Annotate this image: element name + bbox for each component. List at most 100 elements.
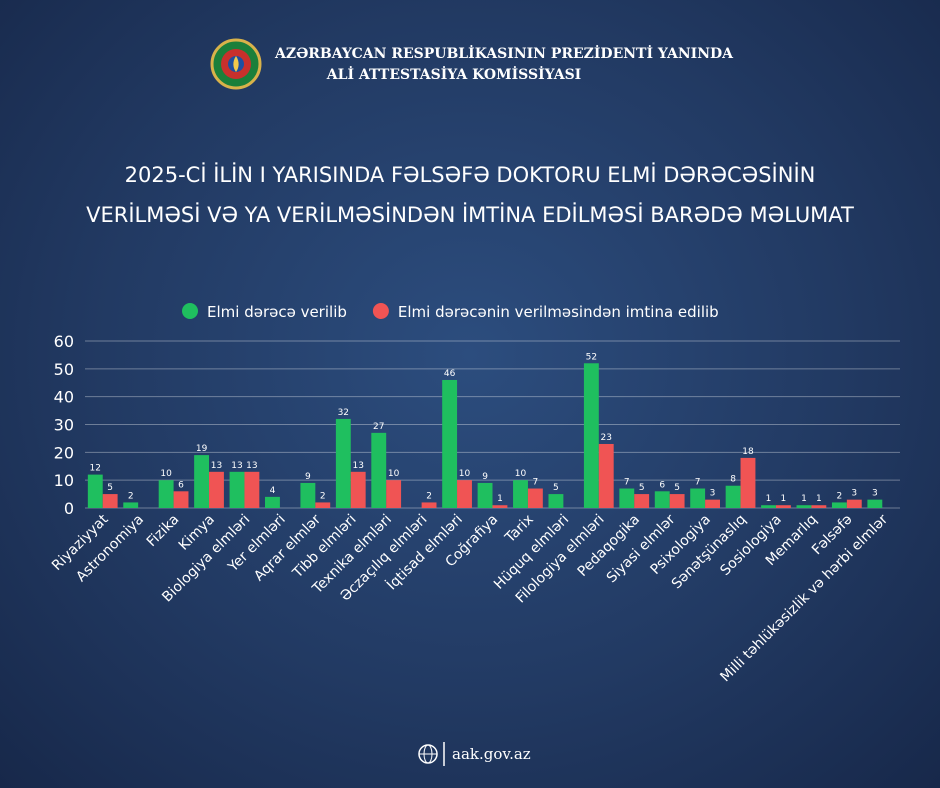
- value-label: 1: [781, 494, 787, 504]
- value-label: 10: [388, 469, 400, 479]
- bar: [846, 499, 862, 508]
- value-label: 5: [639, 483, 645, 493]
- bar: [527, 488, 543, 508]
- value-label: 52: [586, 352, 597, 362]
- y-tick-label: 0: [64, 499, 74, 518]
- footer-url: aak.gov.az: [452, 745, 531, 763]
- bar: [761, 505, 776, 508]
- chart-title: VERİLMƏSİ VƏ YA VERİLMƏSİNDƏN İMTİNA EDİ…: [86, 202, 854, 227]
- bar: [194, 455, 210, 508]
- y-tick-label: 40: [54, 388, 74, 407]
- value-label: 8: [730, 475, 736, 485]
- bar: [244, 471, 260, 508]
- bar: [158, 480, 174, 508]
- value-label: 3: [851, 489, 857, 499]
- y-tick-label: 30: [54, 416, 74, 435]
- bar: [102, 494, 118, 508]
- value-label: 32: [338, 408, 349, 418]
- value-label: 13: [352, 461, 363, 471]
- value-label: 6: [178, 480, 184, 490]
- bar: [457, 480, 472, 508]
- legend-marker: [182, 303, 198, 319]
- value-label: 13: [211, 461, 222, 471]
- bar: [775, 505, 791, 508]
- bar: [598, 443, 614, 508]
- bar: [796, 505, 812, 508]
- bar: [209, 471, 224, 508]
- y-tick-label: 60: [54, 332, 74, 351]
- value-label: 9: [305, 472, 311, 482]
- bar: [831, 502, 847, 508]
- value-label: 1: [766, 494, 772, 504]
- value-label: 6: [659, 480, 665, 490]
- bar: [386, 480, 402, 508]
- value-label: 4: [270, 486, 276, 496]
- value-label: 2: [426, 491, 432, 501]
- legend-label: Elmi dərəcə verilib: [207, 303, 347, 321]
- value-label: 1: [816, 494, 822, 504]
- value-label: 7: [695, 478, 701, 488]
- legend-label: Elmi dərəcənin verilməsindən imtina edil…: [398, 303, 719, 321]
- value-label: 1: [497, 494, 503, 504]
- bar: [442, 379, 458, 508]
- bar: [705, 499, 720, 508]
- bar: [492, 505, 508, 508]
- value-label: 19: [196, 444, 208, 454]
- value-label: 13: [246, 461, 257, 471]
- value-label: 7: [624, 478, 630, 488]
- bar: [740, 457, 756, 508]
- value-label: 13: [231, 461, 242, 471]
- bar: [811, 505, 827, 508]
- value-label: 1: [801, 494, 807, 504]
- value-label: 5: [553, 483, 559, 493]
- bar: [477, 482, 493, 508]
- value-label: 5: [107, 483, 113, 493]
- bar: [229, 471, 245, 508]
- bar: [725, 485, 741, 508]
- bar: [867, 499, 883, 508]
- value-label: 12: [90, 464, 101, 474]
- org-line: AZƏRBAYCAN RESPUBLİKASININ PREZİDENTİ YA…: [274, 43, 734, 62]
- value-label: 27: [373, 422, 384, 432]
- value-label: 9: [482, 472, 488, 482]
- bar: [690, 488, 706, 508]
- emblem: [210, 38, 262, 90]
- bar: [300, 482, 316, 508]
- value-label: 2: [128, 491, 134, 501]
- value-label: 7: [533, 478, 539, 488]
- bar: [421, 502, 437, 508]
- value-label: 10: [160, 469, 172, 479]
- bar: [669, 494, 685, 508]
- chart-title: 2025-Cİ İLİN I YARISINDA FƏLSƏFƏ DOKTORU…: [125, 162, 816, 187]
- bar: [123, 502, 139, 508]
- y-tick-label: 10: [54, 471, 74, 490]
- bar: [619, 488, 635, 508]
- bar: [87, 474, 103, 508]
- bar: [583, 363, 599, 508]
- bar: [634, 494, 650, 508]
- legend-marker: [372, 303, 389, 319]
- y-tick-label: 20: [54, 443, 74, 462]
- value-label: 23: [601, 433, 612, 443]
- bar: [315, 502, 331, 508]
- bar: [265, 496, 280, 508]
- bar: [371, 432, 387, 508]
- value-label: 3: [710, 489, 716, 499]
- value-label: 10: [459, 469, 471, 479]
- value-label: 2: [320, 491, 326, 501]
- value-label: 46: [444, 369, 456, 379]
- value-label: 5: [674, 483, 680, 493]
- value-label: 18: [742, 447, 754, 457]
- footer: aak.gov.az: [418, 742, 531, 766]
- org-line: ALİ ATTESTASİYA KOMİSSİYASI: [326, 64, 581, 83]
- y-tick-label: 50: [54, 360, 74, 379]
- value-label: 2: [837, 491, 843, 501]
- bar: [654, 491, 670, 508]
- bar: [548, 494, 564, 508]
- bar: [513, 480, 528, 508]
- bar: [335, 418, 351, 508]
- value-label: 10: [515, 469, 527, 479]
- bar: [350, 471, 366, 508]
